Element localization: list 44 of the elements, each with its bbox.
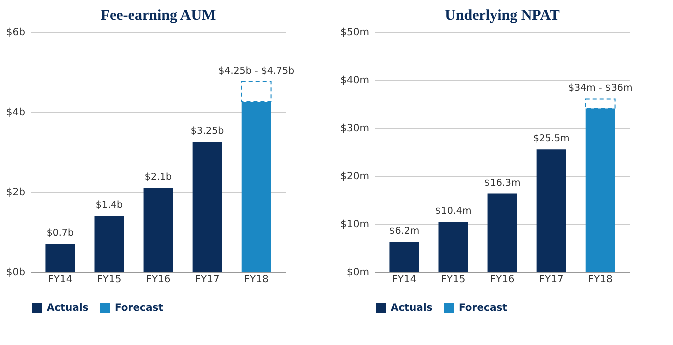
x-tick-label: FY15 (97, 274, 122, 286)
legend-label: Forecast (459, 303, 508, 314)
bar (438, 222, 468, 272)
data-label: $1.4b (96, 200, 124, 211)
data-label: $0.7b (46, 228, 74, 239)
y-tick-label: $10m (340, 220, 370, 230)
data-label: $16.3m (484, 178, 521, 189)
annotation: $34m - $36m (568, 83, 633, 94)
x-tick-label: FY18 (588, 274, 613, 286)
x-tick-label: FY17 (195, 274, 220, 286)
data-label: $6.2m (389, 226, 420, 238)
x-tick-label: FY18 (244, 274, 269, 286)
bar (192, 142, 222, 272)
y-tick-label: $20m (340, 172, 370, 182)
data-label: $10.4m (435, 206, 472, 218)
y-tick-label: $30m (340, 124, 370, 134)
y-tick-label: $0m (347, 268, 370, 278)
legend-label: Actuals (47, 303, 89, 314)
bar (390, 242, 420, 272)
y-tick-label: $6b (6, 28, 26, 38)
x-tick-label: FY14 (392, 274, 417, 286)
y-tick-label: $2b (6, 188, 26, 198)
y-tick-label: $50m (340, 28, 370, 38)
legend-label: Actuals (391, 303, 433, 314)
annotation: $4.25b - $4.75b (218, 66, 295, 77)
bar (144, 188, 174, 272)
x-tick-label: FY15 (441, 274, 466, 286)
bar (94, 216, 124, 272)
x-tick-label: FY17 (539, 274, 564, 286)
data-label: $2.1b (144, 172, 172, 183)
data-label: $3.25b (190, 126, 224, 137)
data-label: $25.5m (533, 134, 570, 145)
x-tick-label: FY14 (48, 274, 73, 286)
y-tick-label: $0b (6, 268, 26, 278)
x-tick-label: FY16 (490, 274, 515, 286)
bar (536, 150, 566, 272)
legend-label: Forecast (115, 303, 164, 314)
bar (488, 194, 518, 272)
x-tick-label: FY16 (146, 274, 171, 286)
y-tick-label: $40m (340, 76, 370, 86)
chart-title: Underlying NPAT (445, 8, 560, 24)
chart-title: Fee-earning AUM (100, 8, 216, 24)
bar (46, 244, 76, 272)
y-tick-label: $4b (6, 108, 26, 118)
